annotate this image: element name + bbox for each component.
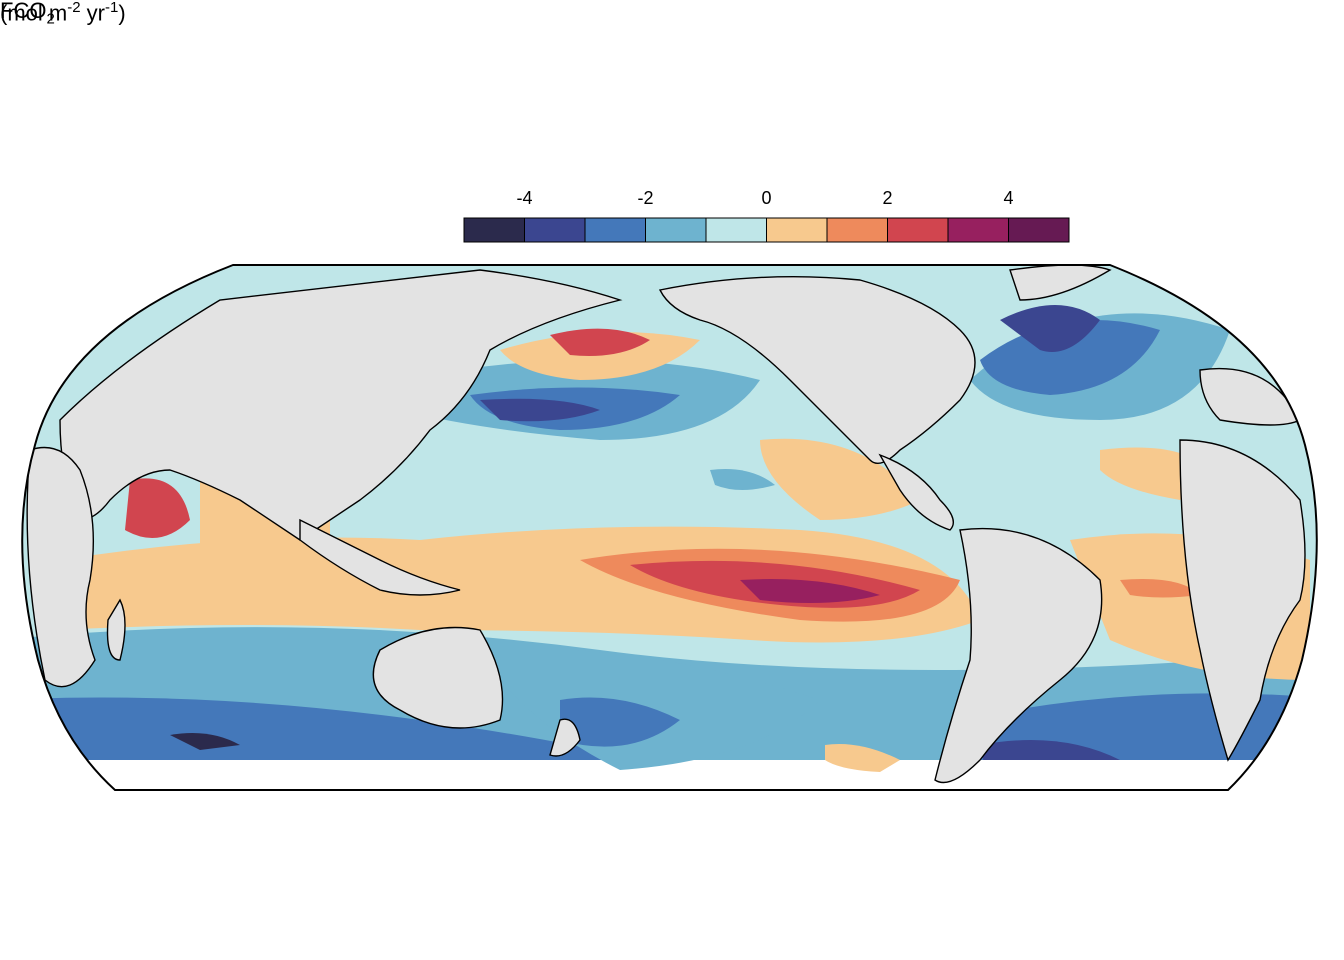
new-zealand xyxy=(549,718,581,757)
colorbar-bin xyxy=(463,217,525,243)
south-pacific-warm-patch xyxy=(825,744,900,772)
colorbar-bin xyxy=(826,217,888,243)
arabian-sea-source xyxy=(125,478,190,538)
colorbar-bin xyxy=(705,217,767,243)
colorbar-bin xyxy=(584,217,646,243)
legend-title-sub: 2 xyxy=(46,10,55,28)
colorbar-bin xyxy=(524,217,586,243)
colorbar xyxy=(463,217,1070,243)
atlantic-upwelling xyxy=(1120,579,1200,598)
madagascar xyxy=(106,598,126,661)
colorbar-bin xyxy=(947,217,1009,243)
bering-source xyxy=(550,328,650,356)
colorbar-tick-label: -4 xyxy=(516,188,533,208)
colorbar-bin xyxy=(766,217,828,243)
australia xyxy=(372,626,504,729)
africa-west xyxy=(1179,439,1306,762)
maritime-continent xyxy=(299,518,461,596)
eq-pacific-peak xyxy=(740,579,880,604)
central-pacific-sink-patch xyxy=(710,469,775,490)
colorbar-tick-label: 4 xyxy=(1003,188,1014,208)
colorbar-tick-label: 0 xyxy=(761,188,772,208)
colorbar-tick-label: -2 xyxy=(637,188,654,208)
colorbar-bin xyxy=(645,217,707,243)
eurasia xyxy=(59,269,623,541)
ice-edge xyxy=(60,760,1280,790)
south-indian-strong-sink xyxy=(170,732,240,750)
colorbar-bin xyxy=(887,217,949,243)
legend-unit: (mol m-2 yr-1) xyxy=(0,0,126,26)
legend-title: FCO2 xyxy=(0,0,55,26)
central-america xyxy=(878,453,954,531)
south-america xyxy=(934,527,1103,784)
land-layer xyxy=(26,265,1306,784)
north-america xyxy=(658,275,976,464)
legend-title-main: FCO xyxy=(0,0,47,23)
south-pacific-inner xyxy=(560,697,680,747)
ocean-field xyxy=(22,265,1317,790)
north-atlantic-strong-sink xyxy=(1000,305,1100,352)
north-pacific-strong-sink xyxy=(480,398,600,422)
europe-west xyxy=(1199,367,1301,426)
colorbar-bin xyxy=(1008,217,1070,243)
colorbar-tick-label: 2 xyxy=(882,188,893,208)
east-pacific-north-warm xyxy=(760,438,920,520)
africa-east-edge xyxy=(26,446,96,688)
globe-outline xyxy=(21,264,1318,791)
bering-warm xyxy=(500,332,700,380)
